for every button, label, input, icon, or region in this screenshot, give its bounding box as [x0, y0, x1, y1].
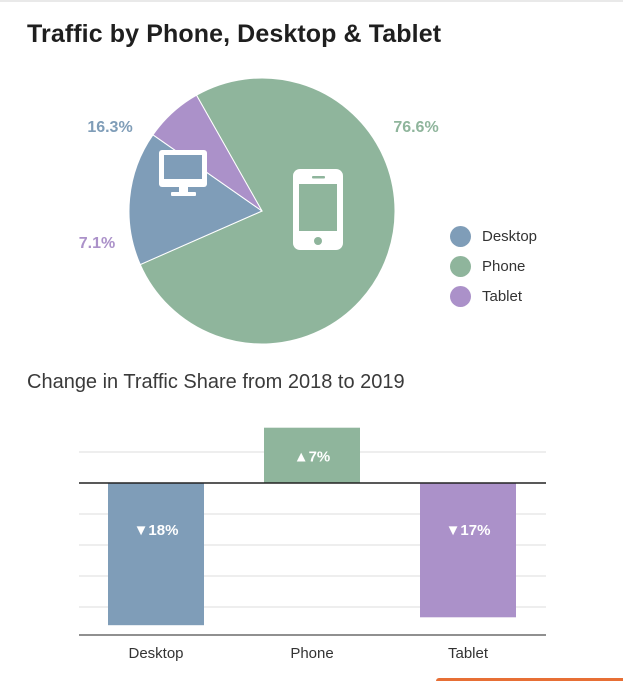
legend-item-phone[interactable]: Phone	[450, 251, 537, 281]
bar-desktop[interactable]	[108, 483, 204, 626]
pie-label-desktop: 16.3%	[87, 119, 132, 136]
pie-slice-phone[interactable]	[139, 77, 396, 345]
legend-label-tablet: Tablet	[482, 287, 523, 305]
legend-label-phone: Phone	[482, 257, 526, 275]
bar-value-tablet: ▼17%	[446, 522, 491, 539]
monitor-icon	[159, 150, 207, 196]
legend-item-tablet[interactable]: Tablet	[450, 281, 537, 311]
bottom-accent-bar	[436, 678, 623, 681]
legend-swatch-desktop	[450, 225, 471, 247]
bar-value-phone: ▲7%	[294, 448, 331, 465]
bar-phone[interactable]	[264, 427, 360, 483]
tick-label-tablet: Tablet	[448, 645, 489, 662]
legend: Desktop Phone Tablet	[450, 221, 537, 311]
pie-slice-tablet[interactable]	[152, 94, 263, 212]
legend-swatch-tablet	[450, 285, 471, 307]
phone-icon	[293, 169, 343, 250]
legend-swatch-phone	[450, 255, 471, 277]
pie-label-phone: 76.6%	[393, 119, 438, 136]
top-divider	[0, 0, 623, 2]
bar-value-desktop: ▼18%	[134, 522, 179, 539]
pie-label-tablet: 7.1%	[79, 235, 115, 252]
tick-label-desktop: Desktop	[128, 645, 183, 662]
legend-label-desktop: Desktop	[482, 227, 538, 245]
legend-item-desktop[interactable]: Desktop	[450, 221, 537, 251]
bar-chart-title: Change in Traffic Share from 2018 to 201…	[27, 371, 405, 393]
bar-tablet[interactable]	[420, 483, 516, 618]
tick-label-phone: Phone	[290, 645, 333, 662]
chart-title: Traffic by Phone, Desktop & Tablet	[27, 20, 442, 48]
